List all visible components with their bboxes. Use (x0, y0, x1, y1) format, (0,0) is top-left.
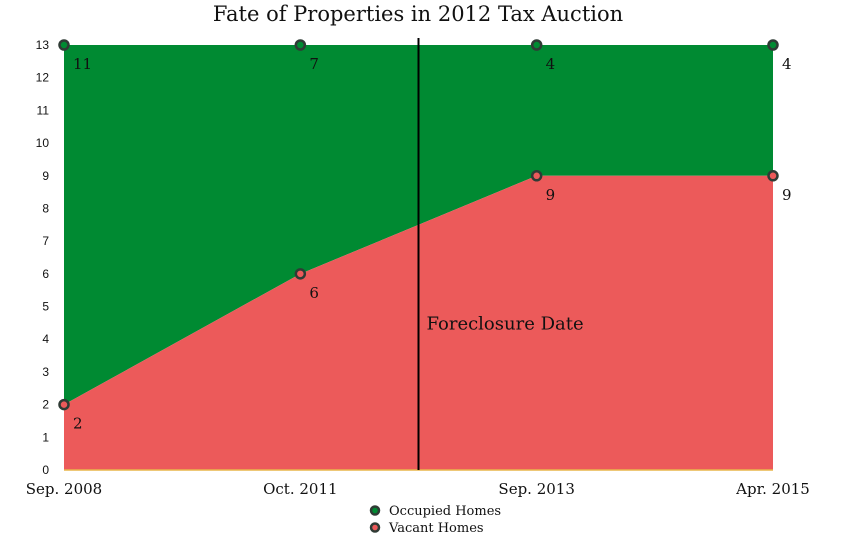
y-tick-label: 8 (42, 201, 49, 215)
y-tick-label: 1 (42, 430, 49, 444)
occupied-homes-label: 11 (73, 55, 92, 73)
occupied-homes-marker (58, 39, 70, 51)
foreclosure-annotation: Foreclosure Date (427, 313, 584, 334)
x-tick-label: Sep. 2013 (498, 480, 574, 498)
legend-vacant-marker (369, 522, 381, 533)
x-axis: Sep. 2008 Oct. 2011 Sep. 2013 Apr. 2015 (26, 480, 810, 498)
y-tick-label: 6 (42, 267, 49, 281)
vacant-homes-label: 9 (546, 186, 556, 204)
y-tick-label: 0 (42, 463, 49, 477)
x-tick-label: Sep. 2008 (26, 480, 102, 498)
legend: Occupied Homes Vacant Homes (369, 504, 501, 536)
vacant-homes-marker (294, 268, 307, 280)
y-tick-label: 9 (42, 169, 49, 183)
vacant-homes-label: 6 (309, 284, 319, 302)
occupied-homes-marker (767, 39, 779, 51)
vacant-homes-marker (58, 398, 70, 411)
occupied-homes-label: 4 (546, 55, 556, 73)
data-labels: 11 2 7 6 4 9 4 9 (73, 55, 792, 433)
legend-occupied-label: Occupied Homes (389, 504, 501, 519)
vacant-homes-marker (767, 170, 779, 182)
occupied-homes-marker (530, 39, 543, 51)
y-tick-label: 13 (36, 38, 50, 52)
y-tick-label: 11 (37, 103, 50, 117)
vacant-homes-label: 9 (782, 186, 792, 204)
x-tick-label: Apr. 2015 (735, 480, 810, 498)
y-tick-label: 5 (42, 300, 49, 314)
legend-occupied-marker (369, 505, 381, 516)
occupied-homes-marker (294, 39, 307, 51)
occupied-homes-label: 7 (309, 55, 319, 73)
y-tick-label: 7 (42, 234, 49, 248)
occupied-homes-label: 4 (782, 55, 792, 73)
legend-vacant-label: Vacant Homes (388, 521, 484, 536)
y-tick-label: 12 (36, 71, 50, 85)
y-tick-label: 2 (42, 398, 49, 412)
y-tick-label: 10 (36, 136, 50, 150)
y-tick-label: 3 (42, 365, 49, 379)
chart-title: Fate of Properties in 2012 Tax Auction (213, 2, 623, 26)
vacant-homes-marker (530, 170, 543, 182)
data-markers (58, 39, 779, 411)
y-tick-label: 4 (42, 332, 49, 346)
vacant-homes-label: 2 (73, 415, 83, 433)
x-tick-label: Oct. 2011 (263, 480, 337, 498)
